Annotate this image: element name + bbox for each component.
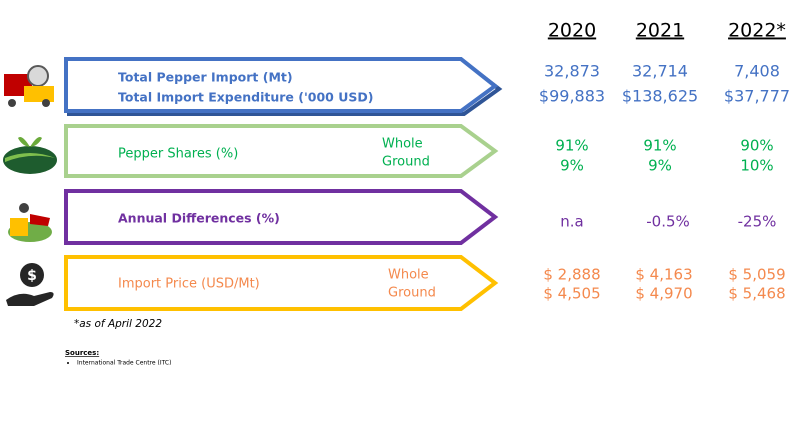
sub-label: Ground: [388, 286, 436, 301]
value: -25%: [738, 213, 777, 231]
value: $37,777: [724, 87, 790, 106]
value: $ 4,970: [635, 285, 692, 303]
value: 9%: [560, 157, 584, 175]
sub-label: Whole: [382, 137, 423, 152]
value: $ 2,888: [543, 266, 600, 284]
value: 91%: [555, 137, 588, 155]
value: -0.5%: [646, 213, 690, 231]
row-label: Total Pepper Import (Mt): [118, 70, 293, 85]
arrows: [64, 57, 503, 311]
value: $99,883: [539, 87, 605, 106]
row-label: Annual Differences (%): [118, 211, 280, 226]
value: 90%: [740, 137, 773, 155]
value: 32,714: [632, 62, 688, 81]
value: $ 5,468: [728, 285, 785, 303]
value: 10%: [740, 157, 773, 175]
icon-money: $: [6, 263, 54, 306]
value: $138,625: [622, 87, 698, 106]
row-label: Import Price (USD/Mt): [118, 277, 260, 292]
arrow: [64, 255, 499, 311]
row-label: Pepper Shares (%): [118, 147, 238, 162]
value: n.a: [560, 213, 583, 231]
value: $ 5,059: [728, 266, 785, 284]
sub-label: Ground: [382, 155, 430, 170]
bullet: [67, 362, 69, 364]
value: 91%: [643, 137, 676, 155]
year-header: 2021: [636, 20, 684, 42]
year-header: 2020: [548, 20, 596, 42]
year-header: 2022*: [728, 20, 786, 42]
source-item: International Trade Centre (ITC): [77, 360, 171, 367]
icon-import: [4, 65, 54, 107]
row-label: Total Import Expenditure ('000 USD): [118, 90, 373, 105]
value: 32,873: [544, 62, 600, 81]
sources-title: Sources:: [65, 349, 99, 357]
arrow: [64, 57, 499, 113]
arrow: [64, 189, 499, 245]
sub-label: Whole: [388, 268, 429, 283]
arrow: [64, 124, 499, 178]
value: $ 4,505: [543, 285, 600, 303]
value: 7,408: [734, 62, 780, 81]
footnote: *as of April 2022: [74, 318, 162, 330]
icon-field: [3, 137, 57, 174]
value: $ 4,163: [635, 266, 692, 284]
icon-glyph: $: [27, 268, 37, 284]
value: 9%: [648, 157, 672, 175]
icon-pie: [8, 203, 52, 242]
